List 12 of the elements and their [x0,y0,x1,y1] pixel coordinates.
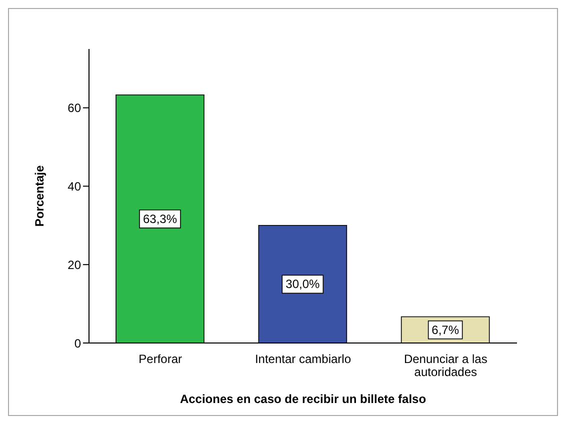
x-tick-label: Perforar [138,352,182,366]
x-axis-title: Acciones en caso de recibir un billete falso [180,392,426,406]
y-tick-label: 40 [68,179,82,194]
y-tick-label: 0 [74,336,82,350]
data-label: 30,0% [286,277,320,292]
x-tick-label: Denunciar a las autoridades [404,352,488,379]
y-tick-label: 20 [68,258,82,272]
data-label: 63,3% [142,212,178,226]
y-tick-label: 60 [68,101,82,116]
y-axis-title: Porcentaje [32,164,46,227]
data-label: 6,7% [432,322,460,337]
x-tick-label: Intentar cambiarlo [254,352,352,366]
